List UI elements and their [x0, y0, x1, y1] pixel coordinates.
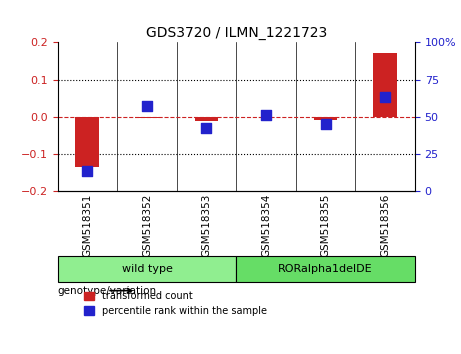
- Point: [322, 121, 329, 127]
- Title: GDS3720 / ILMN_1221723: GDS3720 / ILMN_1221723: [146, 26, 327, 40]
- Bar: [254, 116, 278, 117]
- Text: wild type: wild type: [122, 264, 172, 274]
- Point: [262, 112, 270, 118]
- FancyBboxPatch shape: [58, 256, 236, 282]
- Bar: [76, 116, 99, 166]
- Text: GSM518351: GSM518351: [83, 194, 92, 257]
- Point: [84, 169, 91, 174]
- FancyBboxPatch shape: [236, 256, 415, 282]
- Text: GSM518354: GSM518354: [261, 194, 271, 257]
- Bar: [373, 53, 397, 116]
- Text: GSM518352: GSM518352: [142, 194, 152, 257]
- Bar: [135, 116, 159, 118]
- Text: GSM518356: GSM518356: [380, 194, 390, 257]
- Point: [381, 95, 389, 100]
- Point: [143, 103, 151, 109]
- Point: [203, 126, 210, 131]
- Bar: [195, 116, 219, 121]
- Legend: transformed count, percentile rank within the sample: transformed count, percentile rank withi…: [80, 287, 271, 320]
- Text: RORalpha1delDE: RORalpha1delDE: [278, 264, 373, 274]
- Text: GSM518355: GSM518355: [320, 194, 331, 257]
- Text: genotype/variation: genotype/variation: [58, 286, 157, 296]
- Text: GSM518353: GSM518353: [201, 194, 212, 257]
- Bar: [313, 116, 337, 120]
